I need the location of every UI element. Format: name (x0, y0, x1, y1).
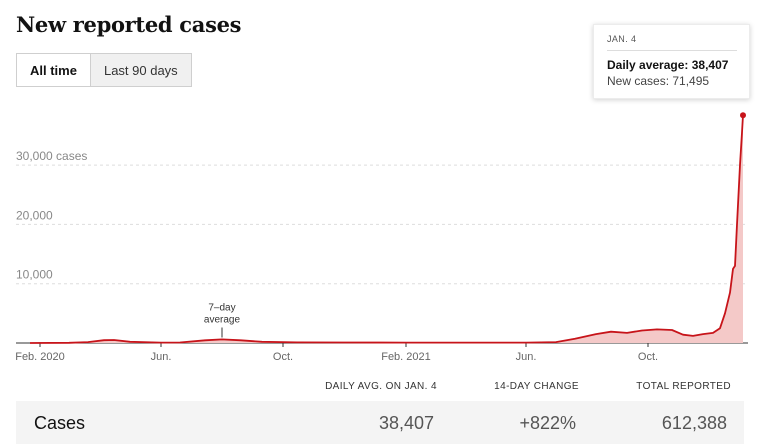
page-title: New reported cases (16, 12, 242, 37)
x-tick-label: Oct. (273, 351, 293, 363)
annotation-label-line2: average (204, 314, 241, 325)
x-tick-label: Jun. (151, 351, 172, 363)
stats-header-daily-avg: DAILY AVG. ON JAN. 4 (325, 381, 437, 392)
series-line-7-day-average (29, 115, 744, 344)
cases-row-label: Cases (34, 413, 86, 433)
area-fill (30, 115, 743, 343)
annotation-label-line1: 7–day (208, 302, 235, 313)
y-tick-label: 30,000 cases (16, 149, 87, 163)
stats-header-14-day-change: 14-DAY CHANGE (494, 381, 579, 392)
cases-chart: 10,000 20,000 30,000 cases Feb. 2020 Jun. Oct… (15, 112, 748, 363)
tooltip-daily-average: Daily average: 38,407 (607, 58, 729, 72)
x-tick-label: Jun. (516, 351, 537, 363)
y-tick-label: 20,000 (16, 208, 53, 222)
x-tick-label: Feb. 2020 (15, 351, 65, 363)
cases-14-day-change: +822% (519, 413, 576, 433)
tooltip-new-cases: New cases: 71,495 (607, 74, 710, 88)
highlight-point (740, 112, 746, 119)
all-time-button[interactable]: All time (16, 53, 90, 87)
y-tick-label: 10,000 (16, 268, 53, 282)
tooltip: JAN. 4 Daily average: 38,407 New cases: … (593, 24, 750, 99)
tooltip-date: JAN. 4 (607, 34, 737, 51)
stats-header-total-reported: TOTAL REPORTED (636, 381, 731, 392)
x-tick-label: Oct. (638, 351, 658, 363)
last-90-days-button[interactable]: Last 90 days (89, 53, 192, 87)
time-range-toggle: All time Last 90 days (16, 53, 192, 87)
cases-row: Cases 38,407 +822% 612,388 (16, 401, 744, 444)
cases-daily-avg: 38,407 (378, 413, 434, 433)
x-tick-label: Feb. 2021 (381, 351, 431, 363)
cases-total-reported: 612,388 (661, 413, 727, 433)
